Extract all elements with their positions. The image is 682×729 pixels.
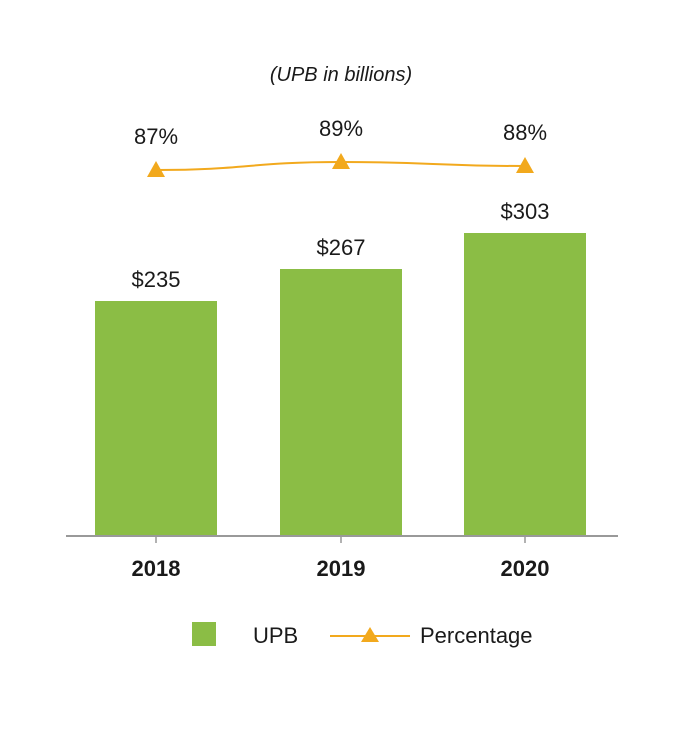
bar-2019 [280,269,402,536]
legend: UPB Percentage [192,622,533,648]
x-tick-label-2020: 2020 [501,556,550,581]
percentage-marker-2020 [516,157,534,173]
percentage-marker-2018 [147,161,165,177]
percentage-label-2018: 87% [134,124,178,149]
percentage-marker-2019 [332,153,350,169]
bars-layer: $235 $267 $303 [95,199,586,536]
x-tick-label-2018: 2018 [132,556,181,581]
legend-percentage-marker [361,627,379,642]
legend-upb-swatch [192,622,216,646]
x-tick-label-2019: 2019 [317,556,366,581]
bar-2018 [95,301,217,536]
percentage-label-2019: 89% [319,116,363,141]
legend-upb-label: UPB [253,623,298,648]
x-axis: 2018 2019 2020 [66,535,618,581]
chart-subtitle: (UPB in billions) [270,64,412,86]
bar-value-label-2018: $235 [132,267,181,292]
bar-value-label-2019: $267 [317,235,366,260]
bar-value-label-2020: $303 [501,199,550,224]
legend-percentage-label: Percentage [420,623,533,648]
percentage-line-layer: 87% 89% 88% [134,116,547,177]
bar-2020 [464,233,586,536]
percentage-label-2020: 88% [503,120,547,145]
